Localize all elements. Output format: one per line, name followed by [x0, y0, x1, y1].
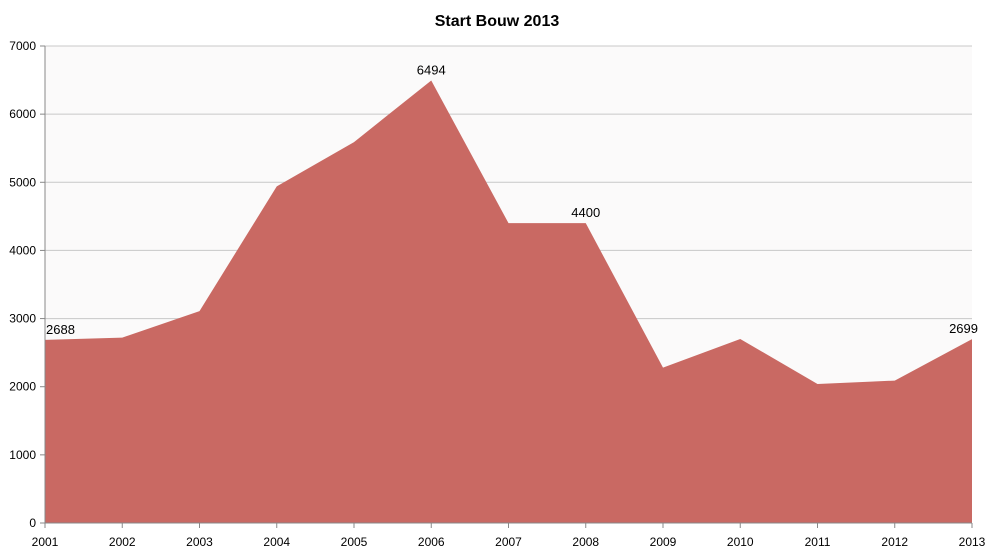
y-tick-label: 0: [29, 516, 36, 530]
y-tick-label: 5000: [9, 175, 36, 189]
data-label: 2699: [949, 321, 978, 336]
data-labels: 2688 6494 4400 2699: [46, 62, 978, 336]
x-tick-label: 2012: [881, 535, 908, 549]
y-tick-label: 3000: [9, 312, 36, 326]
x-tick-label: 2010: [727, 535, 754, 549]
x-tick-label: 2005: [341, 535, 368, 549]
y-axis-ticks: 0 1000 2000 3000 4000 5000 6000 7000: [9, 39, 45, 530]
x-tick-label: 2009: [650, 535, 677, 549]
series-area: [45, 80, 972, 523]
x-tick-label: 2013: [959, 535, 986, 549]
y-tick-label: 2000: [9, 380, 36, 394]
y-tick-label: 4000: [9, 243, 36, 257]
data-label: 2688: [46, 322, 75, 337]
x-tick-label: 2003: [186, 535, 213, 549]
y-tick-label: 1000: [9, 448, 36, 462]
x-tick-label: 2007: [495, 535, 522, 549]
y-tick-label: 6000: [9, 107, 36, 121]
x-tick-label: 2008: [572, 535, 599, 549]
x-tick-label: 2006: [418, 535, 445, 549]
y-tick-label: 7000: [9, 39, 36, 53]
x-tick-label: 2001: [32, 535, 59, 549]
x-tick-label: 2002: [109, 535, 136, 549]
data-label: 4400: [571, 205, 600, 220]
chart-title: Start Bouw 2013: [435, 13, 560, 30]
x-tick-label: 2011: [805, 535, 831, 549]
x-axis-ticks: 2001 2002 2003 2004 2005 2006 2007 2008 2009 2010…: [32, 523, 986, 549]
data-label: 6494: [417, 62, 446, 77]
x-tick-label: 2004: [263, 535, 290, 549]
